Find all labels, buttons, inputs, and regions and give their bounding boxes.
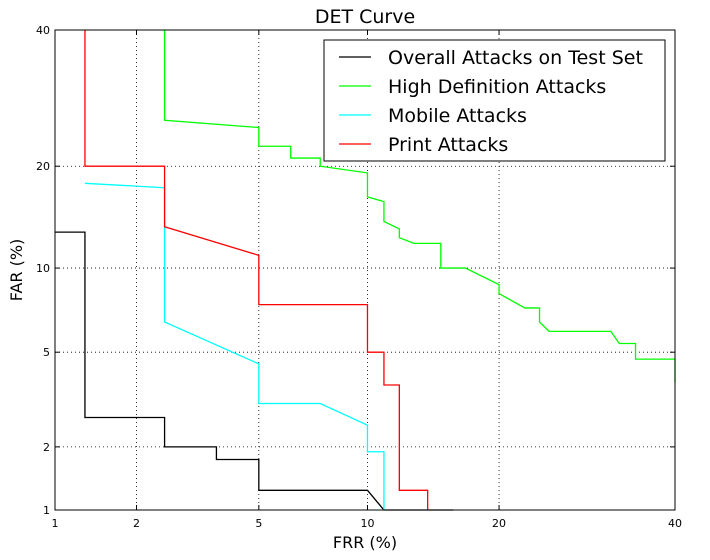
- y-tick-labels: 1 2 5 10 20 40: [36, 24, 50, 517]
- series-lines: [55, 30, 676, 511]
- y-tick-label: 5: [43, 346, 50, 359]
- x-tick-label: 5: [255, 517, 262, 530]
- y-tick-label: 20: [36, 160, 50, 173]
- y-tick-label: 10: [36, 262, 50, 275]
- x-tick-label: 10: [360, 517, 374, 530]
- legend-label-mobile-attacks: Mobile Attacks: [388, 105, 527, 127]
- y-axis-title: FAR (%): [7, 239, 26, 302]
- y-tick-label: 1: [43, 504, 50, 517]
- series-line-mobile-attacks: [84, 182, 385, 510]
- x-tick-label: 2: [133, 517, 140, 530]
- legend-label-high-definition-attacks: High Definition Attacks: [388, 76, 606, 98]
- y-tick-label: 2: [43, 441, 50, 454]
- y-tick-label: 40: [36, 24, 50, 37]
- series-line-overall-attacks-on-test-set: [55, 231, 454, 511]
- legend-box: [323, 39, 666, 162]
- legend-label-print-attacks: Print Attacks: [388, 134, 508, 156]
- x-axis-title: FRR (%): [333, 533, 397, 552]
- x-tick-label: 1: [52, 517, 59, 530]
- plot-frame: [54, 29, 676, 511]
- chart-title: DET Curve: [315, 6, 415, 28]
- series-line-print-attacks: [84, 30, 429, 510]
- legend-label-overall-attacks-on-test-set: Overall Attacks on Test Set: [388, 47, 643, 69]
- legend: Overall Attacks on Test Set High Definiti…: [323, 39, 666, 162]
- x-tick-label: 20: [492, 517, 506, 530]
- series-line-high-definition-attacks: [163, 30, 676, 383]
- x-tick-label: 40: [668, 517, 682, 530]
- x-tick-labels: 1 2 5 10 20 40: [52, 517, 683, 530]
